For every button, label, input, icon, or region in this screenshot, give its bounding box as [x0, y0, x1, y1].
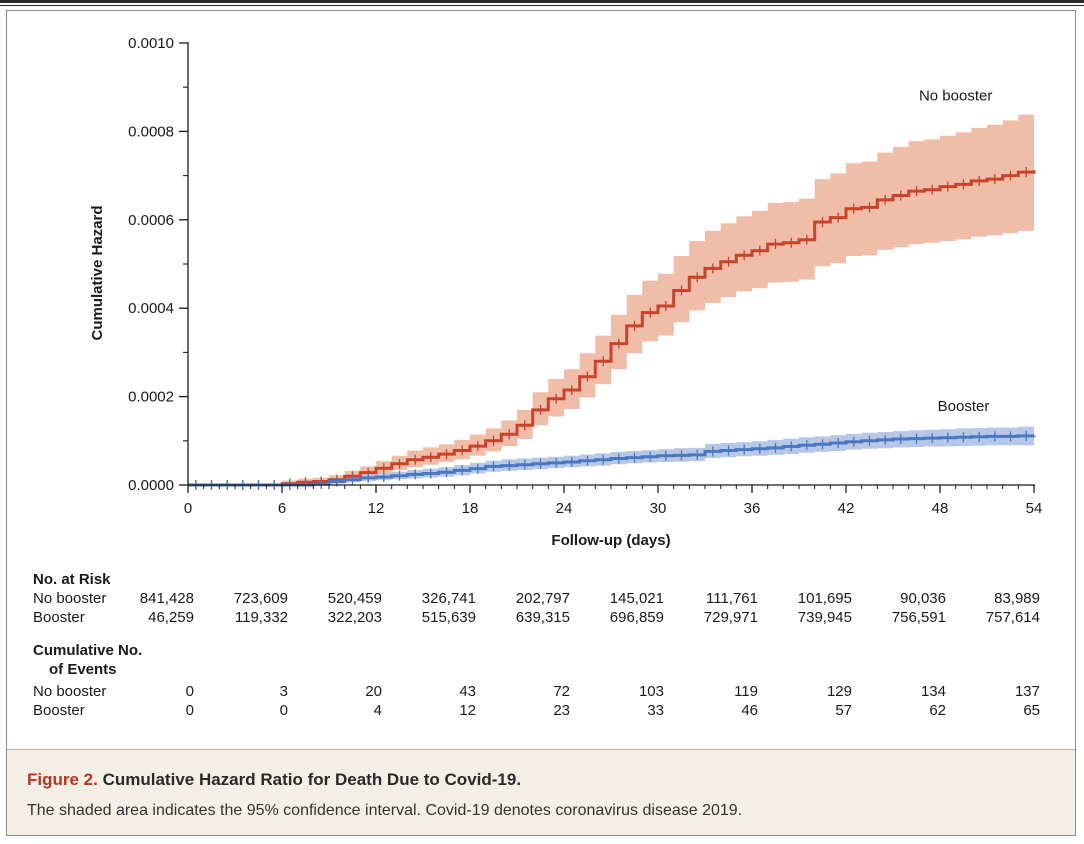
events-cell: 72	[553, 683, 570, 700]
risk-row-label: No booster	[33, 590, 106, 607]
risk-tables: No. at Risk No booster 841,428 723,609 520,4…	[33, 571, 1040, 719]
x-tick-label: 42	[838, 500, 855, 517]
risk-cell: 83,989	[994, 590, 1040, 607]
events-cell: 103	[639, 683, 664, 700]
chart-svg: 0.0000 0.0002 0.0004 0.0006 0.0008 0.0010 0 6 12…	[33, 35, 1042, 719]
events-cell: 65	[1023, 702, 1040, 719]
events-cell: 57	[835, 702, 852, 719]
confidence-bands	[188, 110, 1034, 485]
risk-cell: 520,459	[328, 590, 382, 607]
x-tick-label: 12	[368, 500, 385, 517]
line-booster	[188, 434, 1036, 487]
top-rule-thin	[0, 5, 1084, 6]
risk-cell: 119,332	[235, 609, 288, 626]
events-cell: 33	[647, 702, 664, 719]
events-cell: 0	[186, 702, 194, 719]
figure-frame: 0.0000 0.0002 0.0004 0.0006 0.0008 0.0010 0 6 12…	[6, 10, 1076, 836]
risk-cell: 322,203	[328, 609, 382, 626]
events-cell: 119	[734, 683, 758, 700]
series-lines	[188, 167, 1036, 490]
events-cell: 134	[921, 683, 946, 700]
x-tick-label: 24	[556, 500, 573, 517]
events-cell: 4	[374, 702, 382, 719]
annotations: No booster Booster	[919, 87, 992, 415]
risk-cell: 739,945	[798, 609, 852, 626]
risk-cell: 145,021	[610, 590, 664, 607]
events-cell: 62	[929, 702, 946, 719]
caption-text: The shaded area indicates the 95% confid…	[27, 802, 743, 819]
events-cell: 0	[186, 683, 194, 700]
events-cell: 20	[365, 683, 382, 700]
events-cell: 23	[553, 702, 570, 719]
events-cell: 12	[459, 702, 476, 719]
x-tick-label: 30	[650, 500, 667, 517]
risk-cell: 757,614	[986, 609, 1040, 626]
figure-caption: Figure 2. Cumulative Hazard Ratio for De…	[7, 749, 1075, 835]
risk-cell: 729,971	[704, 609, 758, 626]
figure-label: Figure 2.	[27, 770, 98, 789]
y-tick-label: 0.0008	[128, 123, 174, 140]
events-table-title-line2: of Events	[49, 661, 117, 678]
events-cell: 0	[280, 702, 288, 719]
x-tick-label: 48	[932, 500, 949, 517]
events-cell: 137	[1015, 683, 1040, 700]
risk-cell: 111,761	[706, 590, 758, 607]
events-table-title: Cumulative No.	[33, 642, 142, 659]
risk-cell: 841,428	[140, 590, 194, 607]
risk-cell: 46,259	[148, 609, 194, 626]
events-row-label: Booster	[33, 702, 85, 719]
x-tick-label: 54	[1026, 500, 1043, 517]
y-tick-label: 0.0002	[128, 389, 174, 406]
risk-table-title: No. at Risk	[33, 571, 111, 588]
y-tick-label: 0.0006	[128, 212, 174, 229]
y-tick-label: 0.0000	[128, 477, 174, 494]
events-row-label: No booster	[33, 683, 106, 700]
risk-cell: 202,797	[516, 590, 570, 607]
risk-cell: 696,859	[610, 609, 664, 626]
x-tick-label: 36	[744, 500, 761, 517]
y-tick-label: 0.0004	[128, 300, 174, 317]
top-rule	[0, 0, 1084, 3]
x-tick-label: 0	[184, 500, 192, 517]
annotation-booster: Booster	[938, 398, 990, 415]
risk-cell: 723,609	[234, 590, 288, 607]
y-tick-label: 0.0010	[128, 35, 174, 52]
events-cell: 43	[459, 683, 476, 700]
x-tick-label: 6	[278, 500, 286, 517]
caption-title: Cumulative Hazard Ratio for Death Due to…	[102, 770, 522, 789]
x-tick-label: 18	[462, 500, 479, 517]
band-booster	[188, 425, 1034, 485]
caption-title-line: Figure 2. Cumulative Hazard Ratio for De…	[27, 770, 1075, 790]
risk-cell: 326,741	[422, 590, 476, 607]
risk-row-label: Booster	[33, 609, 85, 626]
risk-cell: 756,591	[892, 609, 946, 626]
risk-cell: 90,036	[900, 590, 946, 607]
events-cell: 3	[280, 683, 288, 700]
y-axis-label: Cumulative Hazard	[89, 205, 106, 340]
annotation-no-booster: No booster	[919, 87, 992, 104]
risk-cell: 101,695	[798, 590, 852, 607]
axes: 0.0000 0.0002 0.0004 0.0006 0.0008 0.0010 0 6 12…	[128, 35, 1042, 517]
risk-cell: 639,315	[516, 609, 570, 626]
events-cell: 129	[827, 683, 852, 700]
band-no-booster	[188, 110, 1034, 485]
x-axis-label: Follow-up (days)	[551, 532, 670, 549]
events-cell: 46	[741, 702, 758, 719]
risk-cell: 515,639	[422, 609, 476, 626]
